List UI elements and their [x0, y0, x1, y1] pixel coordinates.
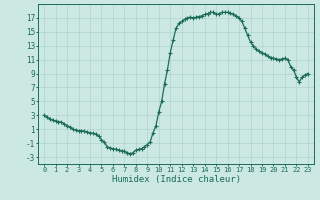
X-axis label: Humidex (Indice chaleur): Humidex (Indice chaleur)	[111, 175, 241, 184]
